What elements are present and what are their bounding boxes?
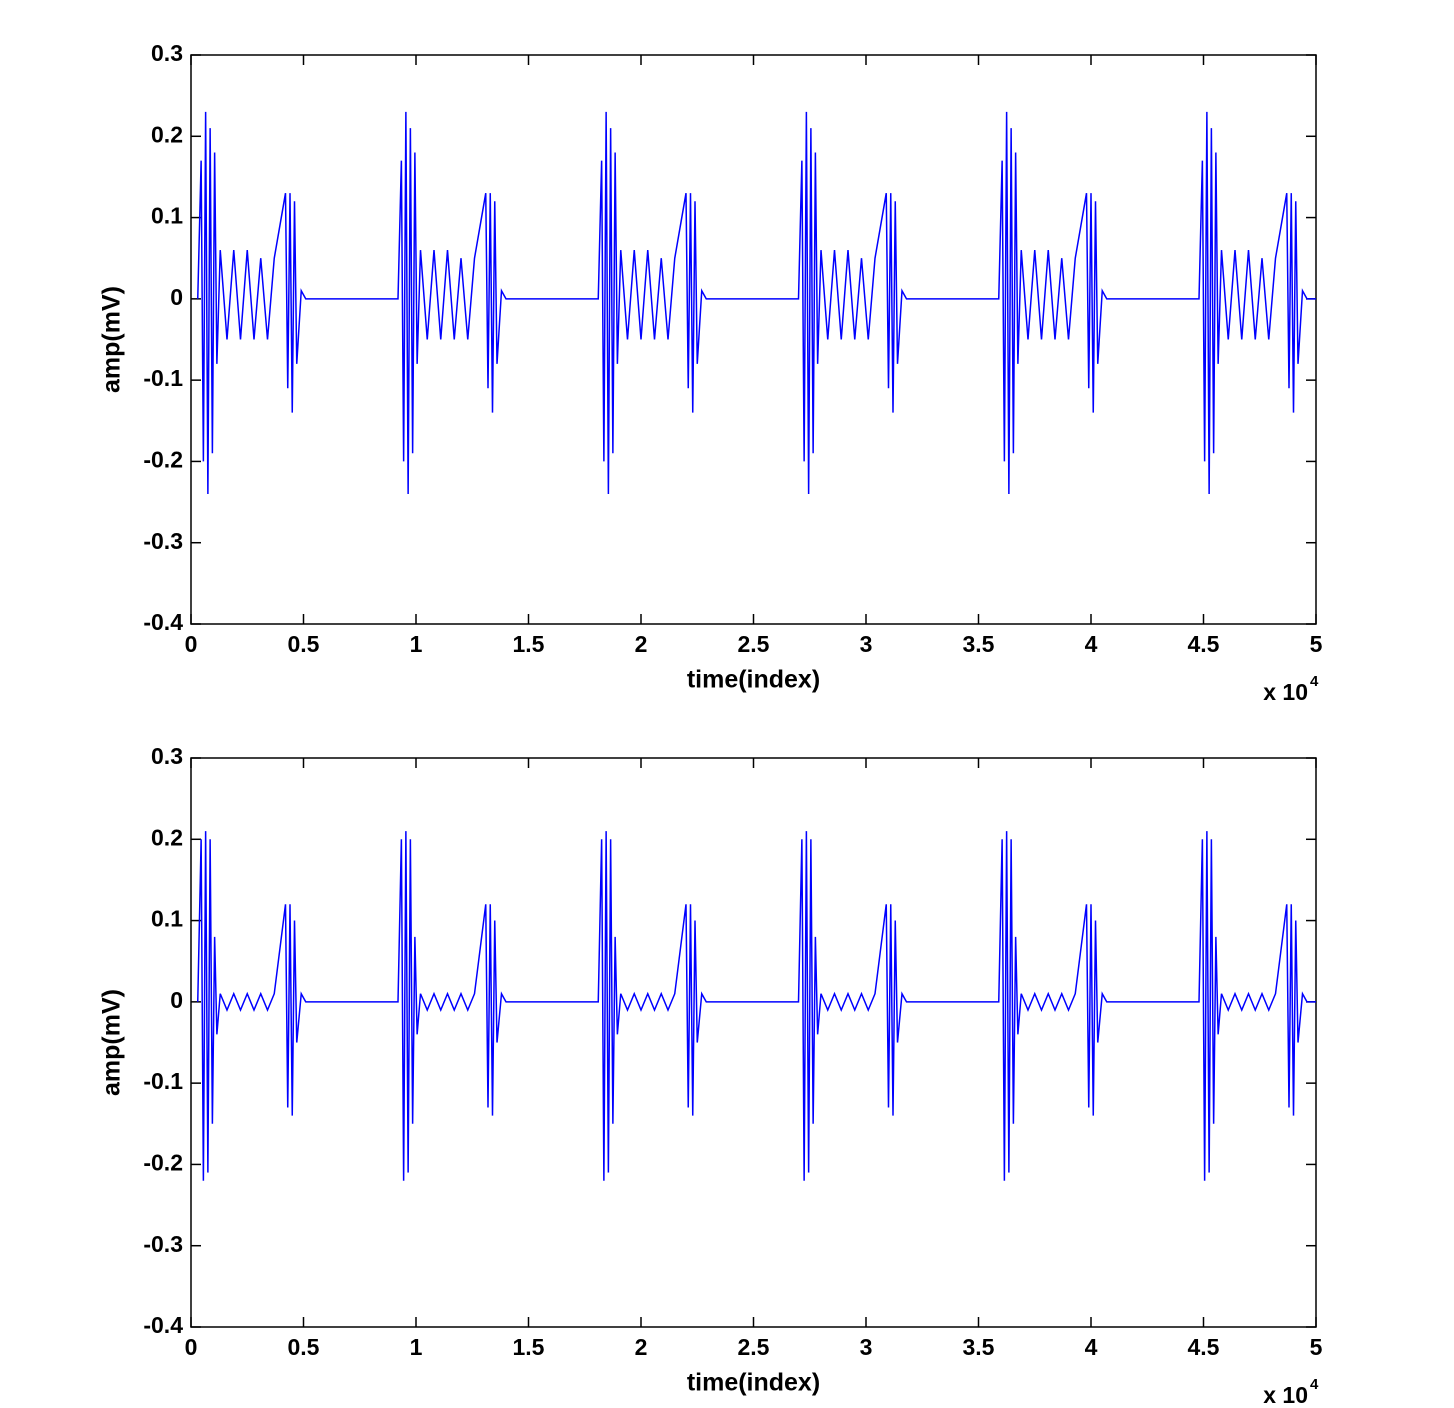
y-tick-label: -0.3 <box>143 528 183 554</box>
y-tick-label: -0.2 <box>143 1150 183 1176</box>
x-axis-label: time(index) <box>687 666 820 694</box>
y-tick-label: 0.1 <box>151 906 183 932</box>
x-tick-label: 1.5 <box>513 1334 545 1360</box>
y-axis-label: amp(mV) <box>98 989 126 1096</box>
y-tick-label: 0 <box>170 987 183 1013</box>
y-axis-label: amp(mV) <box>98 286 126 393</box>
x-tick-label: 4.5 <box>1188 631 1220 657</box>
y-tick-label: 0.3 <box>151 40 183 66</box>
x-tick-label: 3 <box>860 1334 873 1360</box>
x-axis-label: time(index) <box>687 1369 820 1397</box>
x-multiplier: x 10 <box>1263 679 1308 705</box>
x-tick-label: 3 <box>860 631 873 657</box>
y-tick-label: -0.1 <box>143 365 183 391</box>
x-tick-label: 2 <box>635 1334 648 1360</box>
y-tick-label: -0.1 <box>143 1068 183 1094</box>
x-tick-label: 0 <box>185 1334 198 1360</box>
x-tick-label: 4 <box>1085 631 1098 657</box>
x-tick-label: 0.5 <box>288 631 320 657</box>
x-tick-label: 3.5 <box>963 1334 995 1360</box>
x-exponent: 4 <box>1310 1376 1319 1393</box>
x-tick-label: 4.5 <box>1188 1334 1220 1360</box>
x-tick-label: 5 <box>1310 1334 1323 1360</box>
x-tick-label: 0.5 <box>288 1334 320 1360</box>
x-tick-label: 0 <box>185 631 198 657</box>
signal-line <box>197 831 1316 1181</box>
x-tick-label: 1 <box>410 631 423 657</box>
plot-area <box>190 757 1317 1328</box>
x-tick-label: 5 <box>1310 631 1323 657</box>
x-tick-label: 1.5 <box>513 631 545 657</box>
y-tick-label: -0.3 <box>143 1231 183 1257</box>
x-tick-label: 2.5 <box>738 631 770 657</box>
y-tick-label: -0.4 <box>143 1312 183 1338</box>
y-tick-label: 0.1 <box>151 203 183 229</box>
y-tick-label: -0.2 <box>143 447 183 473</box>
x-tick-label: 3.5 <box>963 631 995 657</box>
y-tick-label: 0.2 <box>151 121 183 147</box>
subplot: 0 0.5 1 1.5 2 2.5 3 3.5 4 4.5 5 -0.4 -0.3 -0.2 -0.1 0 0.… <box>98 743 1323 1408</box>
y-tick-label: -0.4 <box>143 609 183 635</box>
x-tick-label: 4 <box>1085 1334 1098 1360</box>
y-tick-label: 0.2 <box>151 824 183 850</box>
x-exponent: 4 <box>1310 673 1319 690</box>
y-tick-label: 0 <box>170 284 183 310</box>
y-tick-label: 0.3 <box>151 743 183 769</box>
signal-line <box>197 111 1316 494</box>
x-tick-label: 2 <box>635 631 648 657</box>
plot-area <box>190 54 1317 625</box>
subplot: 0 0.5 1 1.5 2 2.5 3 3.5 4 4.5 5 -0.4 -0.3 -0.2 -0.1 0 0.… <box>98 40 1323 705</box>
x-tick-label: 1 <box>410 1334 423 1360</box>
x-tick-label: 2.5 <box>738 1334 770 1360</box>
x-multiplier: x 10 <box>1263 1382 1308 1408</box>
